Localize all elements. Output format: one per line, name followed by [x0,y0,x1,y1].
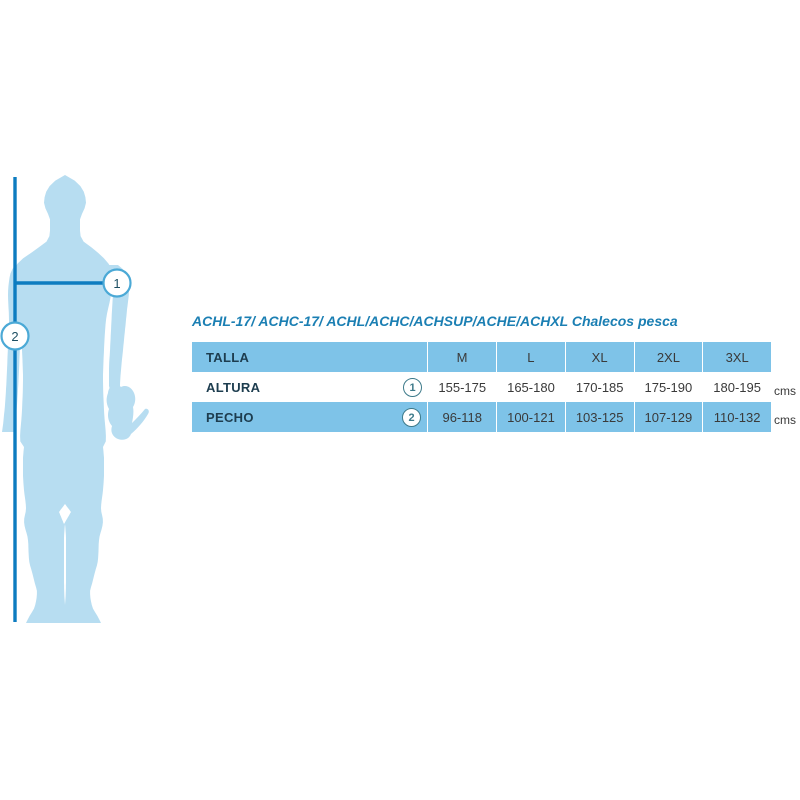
svg-text:2: 2 [11,329,18,344]
svg-text:1: 1 [113,276,120,291]
